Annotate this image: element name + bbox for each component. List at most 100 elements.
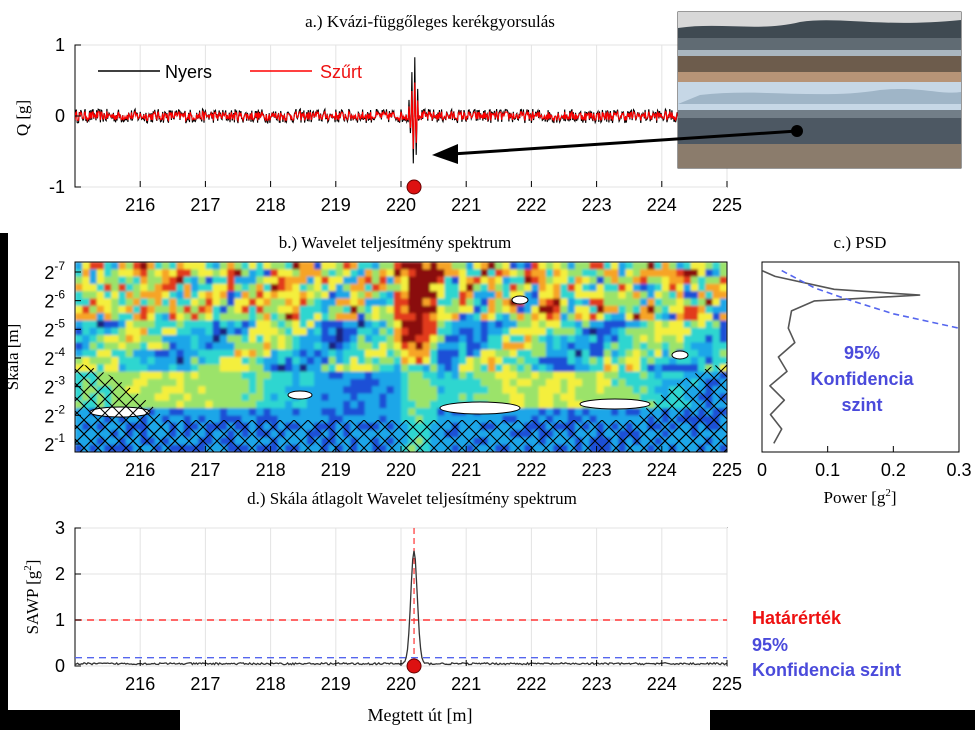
heatmap-cell	[647, 313, 656, 322]
heatmap-cell	[589, 276, 598, 285]
heatmap-cell	[393, 320, 402, 329]
heatmap-cell	[589, 298, 598, 307]
heatmap-cell	[393, 357, 402, 365]
heatmap-cell	[574, 320, 583, 329]
heatmap-cell	[669, 378, 677, 387]
heatmap-cell	[444, 364, 453, 373]
heatmap-cell	[712, 305, 721, 314]
heatmap-cell	[611, 342, 619, 351]
heatmap-cell	[430, 291, 438, 300]
heatmap-cell	[161, 386, 170, 395]
heatmap-cell	[669, 313, 677, 322]
heatmap-cell	[473, 305, 482, 314]
heatmap-cell	[263, 364, 272, 373]
heatmap-cell	[133, 364, 141, 373]
heatmap-cell	[632, 393, 641, 402]
heatmap-cell	[285, 313, 293, 322]
heatmap-cell	[169, 364, 177, 373]
heatmap-cell	[248, 400, 257, 409]
heatmap-cell	[299, 415, 308, 424]
heatmap-cell	[574, 305, 583, 314]
heatmap-cell	[364, 386, 373, 395]
heatmap-cell	[176, 291, 185, 300]
heatmap-cell	[531, 335, 540, 343]
confidence-label-line2: Konfidencia szint	[752, 660, 901, 680]
heatmap-cell	[292, 349, 301, 358]
heatmap-cell	[589, 342, 598, 351]
heatmap-cell	[154, 269, 163, 278]
heatmap-cell	[516, 415, 525, 424]
heatmap-cell	[364, 276, 373, 285]
heatmap-cell	[343, 305, 351, 314]
heatmap-cell	[625, 291, 634, 300]
heatmap-cell	[473, 371, 482, 380]
heatmap-cell	[545, 386, 554, 395]
heatmap-cell	[632, 262, 641, 270]
heatmap-cell	[625, 269, 634, 278]
heatmap-cell	[299, 283, 308, 292]
heatmap-cell	[705, 298, 714, 307]
heatmap-cell	[430, 262, 438, 270]
heatmap-cell	[357, 335, 366, 343]
heatmap-cell	[415, 408, 424, 417]
heatmap-cell	[343, 349, 351, 358]
heatmap-cell	[241, 378, 250, 387]
heatmap-cell	[502, 342, 511, 351]
heatmap-cell	[466, 283, 474, 292]
heatmap-cell	[669, 320, 677, 329]
heatmap-cell	[335, 269, 344, 278]
heatmap-cell	[611, 269, 619, 278]
event-marker-a	[406, 179, 422, 195]
heatmap-cell	[596, 320, 605, 329]
heatmap-cell	[190, 342, 199, 351]
heatmap-cell	[712, 283, 721, 292]
heatmap-cell	[451, 342, 460, 351]
heatmap-cell	[343, 415, 351, 424]
heatmap-cell	[212, 342, 221, 351]
heatmap-cell	[516, 364, 525, 373]
heatmap-cell	[524, 378, 532, 387]
heatmap-cell	[480, 291, 489, 300]
heatmap-cell	[690, 291, 699, 300]
heatmap-cell	[89, 327, 98, 336]
heatmap-cell	[531, 298, 540, 307]
heatmap-cell	[495, 342, 503, 351]
heatmap-cell	[277, 378, 286, 387]
heatmap-cell	[104, 335, 112, 343]
heatmap-cell	[314, 298, 322, 307]
heatmap-cell	[292, 313, 301, 322]
heatmap-cell	[502, 349, 511, 358]
heatmap-cell	[176, 276, 185, 285]
heatmap-cell	[256, 327, 264, 336]
heatmap-cell	[357, 342, 366, 351]
heatmap-cell	[248, 349, 257, 358]
heatmap-cell	[422, 393, 431, 402]
heatmap-cell	[386, 298, 395, 307]
heatmap-cell	[603, 371, 612, 380]
heatmap-cell	[495, 305, 503, 314]
heatmap-cell	[618, 327, 627, 336]
left-black-strip	[0, 233, 8, 713]
heatmap-cell	[698, 298, 706, 307]
heatmap-cell	[596, 291, 605, 300]
heatmap-cell	[198, 276, 206, 285]
heatmap-cell	[270, 320, 279, 329]
heatmap-cell	[176, 262, 185, 270]
heatmap-cell	[227, 305, 235, 314]
heatmap-cell	[545, 313, 554, 322]
heatmap-cell	[560, 393, 569, 402]
heatmap-cell	[632, 386, 641, 395]
heatmap-cell	[306, 408, 315, 417]
panel-d-ylabel: SAWP [g2]	[22, 560, 42, 635]
heatmap-cell	[96, 313, 105, 322]
heatmap-cell	[393, 298, 402, 307]
heatmap-cell	[299, 262, 308, 270]
heatmap-cell	[567, 386, 576, 395]
heatmap-cell	[437, 313, 445, 322]
heatmap-cell	[401, 357, 409, 365]
heatmap-cell	[198, 269, 206, 278]
heatmap-cell	[524, 349, 532, 358]
heatmap-cell	[183, 335, 192, 343]
heatmap-cell	[480, 313, 489, 322]
heatmap-cell	[227, 313, 235, 322]
